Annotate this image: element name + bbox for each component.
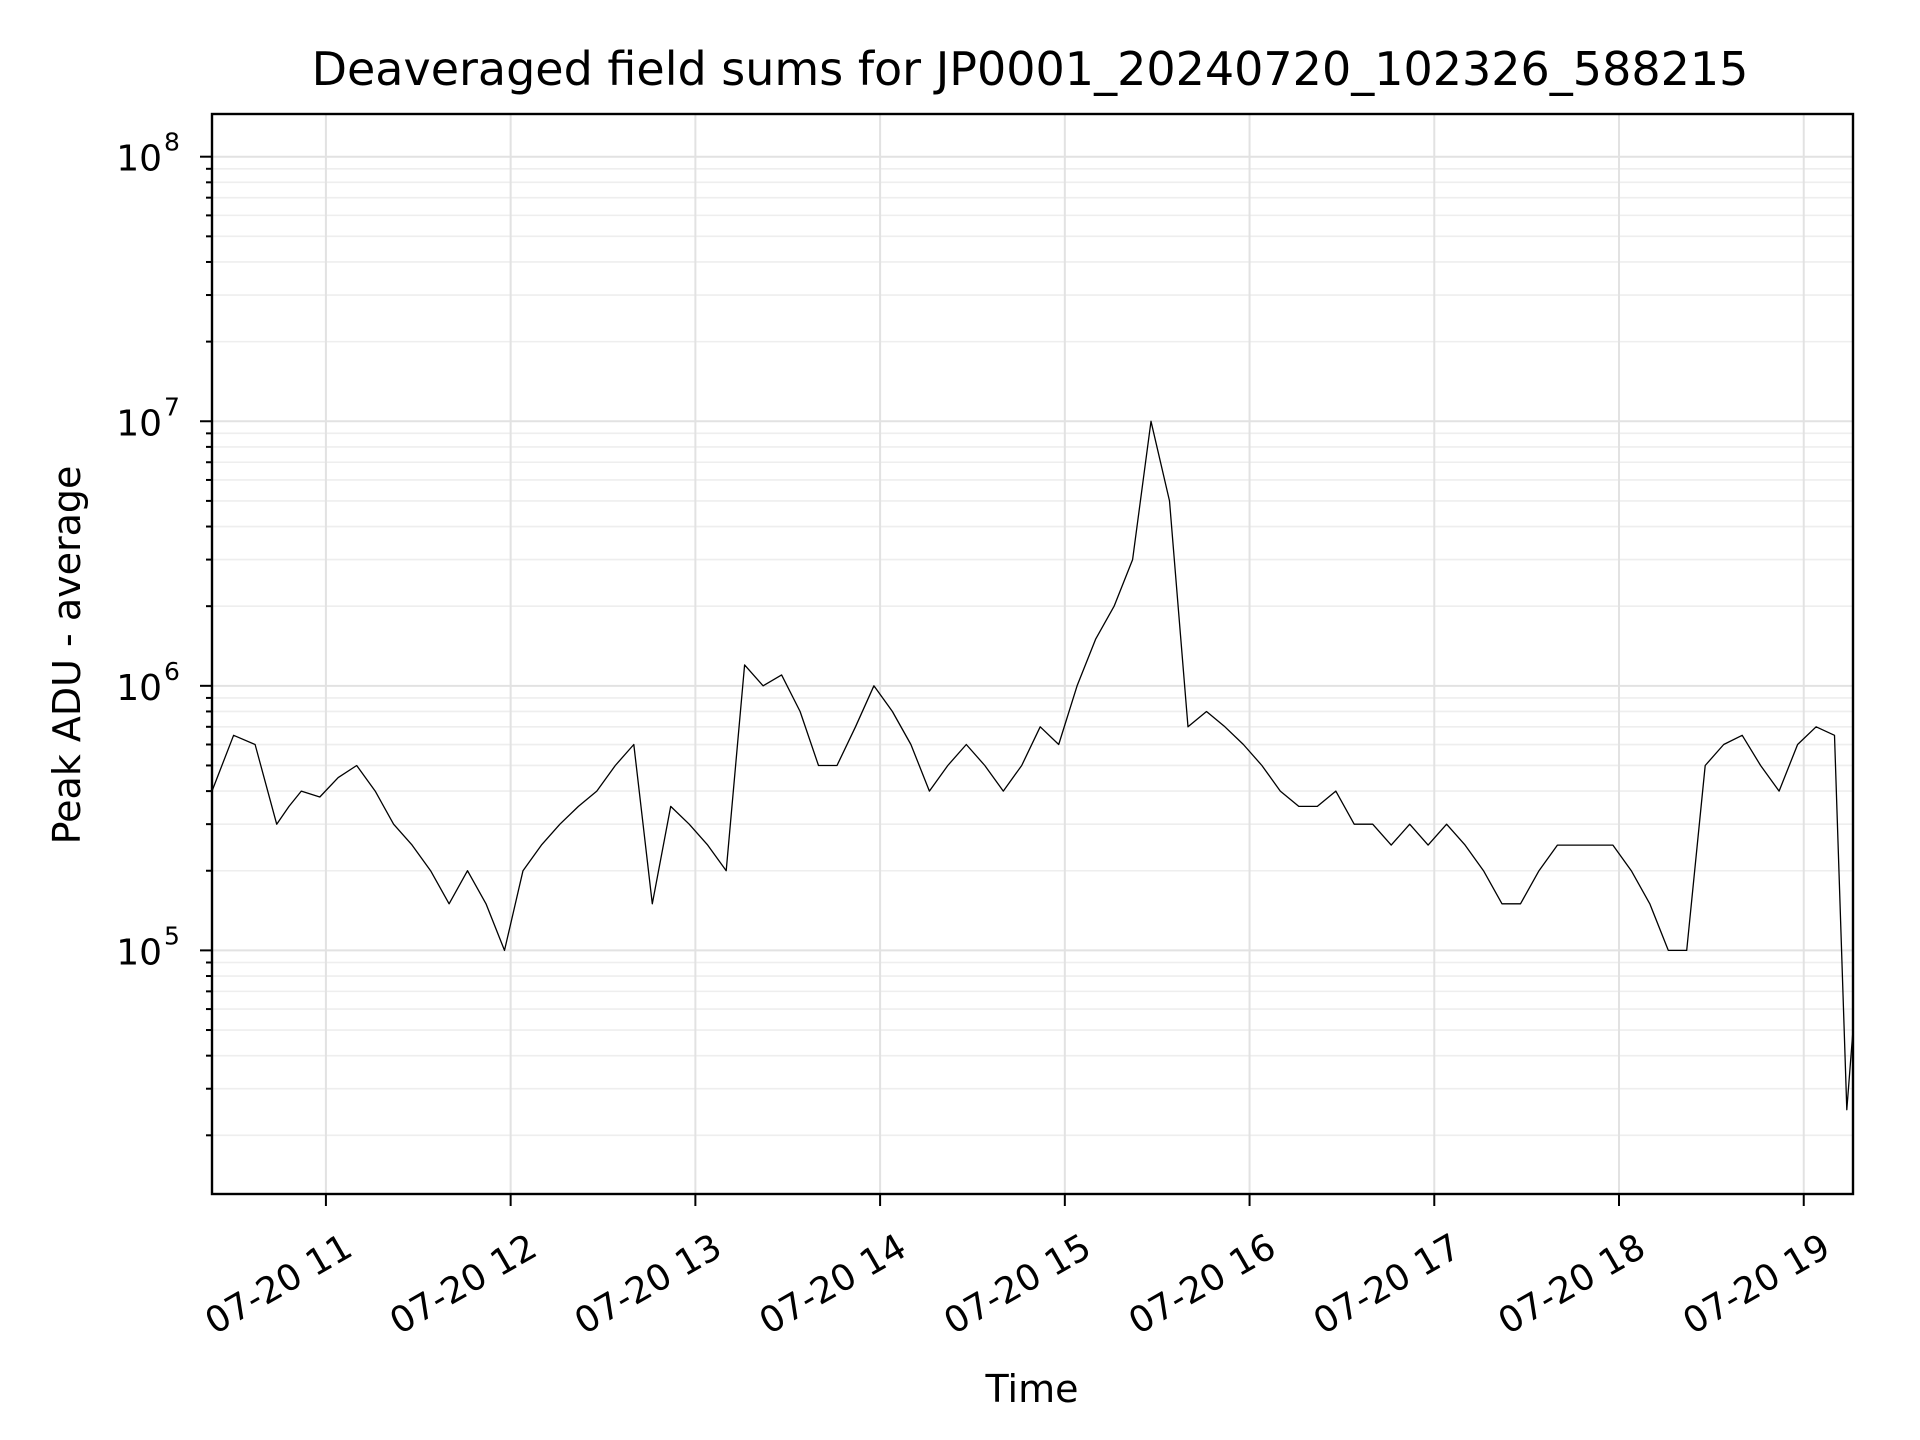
plot-frame (210, 112, 1855, 1196)
y-tick-label: 10 (116, 139, 162, 180)
y-tick-label: 10 (116, 668, 162, 709)
y-tick-exponent: 8 (164, 128, 180, 157)
y-tick-label: 10 (116, 932, 162, 973)
data-series-line (211, 420, 1854, 1111)
grid (206, 114, 1853, 1194)
series-layer (211, 420, 1854, 1111)
x-axis-label: Time (985, 1367, 1079, 1411)
y-tick-label: 10 (116, 403, 162, 444)
y-axis-label: Peak ADU - average (45, 466, 89, 845)
y-tick-exponent: 7 (164, 392, 180, 421)
chart-title: Deaveraged field sums for JP0001_2024072… (312, 42, 1749, 96)
y-tick-exponent: 6 (164, 657, 180, 686)
y-tick-exponent: 5 (164, 921, 180, 950)
